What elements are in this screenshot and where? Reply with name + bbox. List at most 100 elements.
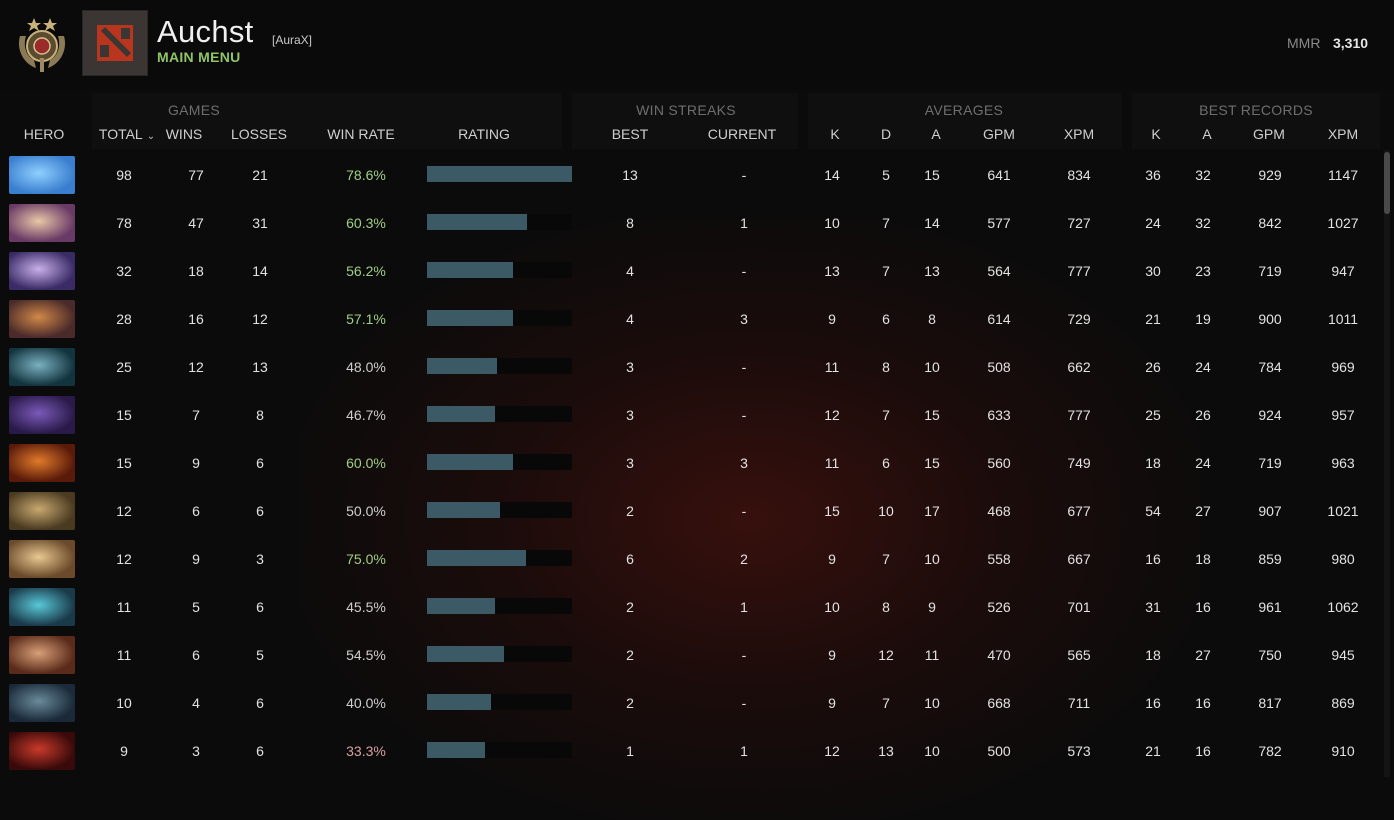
column-header-avg-kills[interactable]: K xyxy=(830,126,840,142)
cell-current-streak: 1 xyxy=(740,743,748,759)
dota-avatar-icon[interactable] xyxy=(82,10,148,76)
table-row[interactable]: 11 5 6 45.5% 2 1 10 8 9 526 701 31 16 961 1062 xyxy=(0,583,1380,631)
column-header-best-gpm[interactable]: GPM xyxy=(1253,126,1285,142)
cell-best-assists: 24 xyxy=(1195,455,1211,471)
scrollbar-track[interactable] xyxy=(1384,150,1390,777)
cell-avg-xpm: 711 xyxy=(1067,695,1091,711)
table-row[interactable]: 32 18 14 56.2% 4 - 13 7 13 564 777 30 23 719 947 xyxy=(0,247,1380,295)
cell-current-streak: 3 xyxy=(740,455,748,471)
rating-bar-track xyxy=(427,598,572,614)
cell-current-streak: - xyxy=(741,167,747,183)
fire-hero-portrait-icon[interactable] xyxy=(9,444,75,482)
table-row[interactable]: 78 47 31 60.3% 8 1 10 7 14 577 727 24 32 842 1027 xyxy=(0,199,1380,247)
crimson-hero-portrait-icon[interactable] xyxy=(9,732,75,770)
column-header-losses[interactable]: LOSSES xyxy=(230,126,288,142)
cell-best-assists: 32 xyxy=(1195,215,1211,231)
cell-best-gpm: 782 xyxy=(1258,743,1282,759)
table-row[interactable]: 10 4 6 40.0% 2 - 9 7 10 668 711 16 16 817 869 xyxy=(0,679,1380,727)
column-header-best-assists[interactable]: A xyxy=(1202,126,1212,142)
cell-best-xpm: 1027 xyxy=(1327,215,1359,231)
cell-best-streak: 1 xyxy=(626,743,634,759)
table-row[interactable]: 12 9 3 75.0% 6 2 9 7 10 558 667 16 18 859 980 xyxy=(0,535,1380,583)
amber-hero-portrait-icon[interactable] xyxy=(9,540,75,578)
cell-best-xpm: 980 xyxy=(1331,551,1355,567)
column-header-current-streak[interactable]: CURRENT xyxy=(707,126,777,142)
cell-wins: 5 xyxy=(192,599,200,615)
table-row[interactable]: 11 6 5 54.5% 2 - 9 12 11 470 565 18 27 750 945 xyxy=(0,631,1380,679)
averages-group-label: AVERAGES xyxy=(924,102,1004,118)
cell-avg-deaths: 7 xyxy=(882,263,890,279)
column-header-wins[interactable]: WINS xyxy=(165,126,203,142)
cell-losses: 6 xyxy=(256,455,264,471)
column-header-total-label: TOTAL xyxy=(98,126,143,142)
cell-win-rate: 75.0% xyxy=(346,551,386,567)
table-row[interactable]: 12 6 6 50.0% 2 - 15 10 17 468 677 54 27 907 1021 xyxy=(0,487,1380,535)
rating-bar-track xyxy=(427,646,572,662)
cell-avg-gpm: 470 xyxy=(987,647,1011,663)
column-header-rating[interactable]: RATING xyxy=(458,126,510,142)
cell-win-rate: 50.0% xyxy=(346,503,386,519)
violet-hero-portrait-icon[interactable] xyxy=(9,396,75,434)
cell-win-rate: 57.1% xyxy=(346,311,386,327)
cell-avg-gpm: 564 xyxy=(987,263,1011,279)
scrollbar-thumb[interactable] xyxy=(1384,152,1390,214)
cell-avg-kills: 13 xyxy=(824,263,840,279)
column-header-avg-xpm[interactable]: XPM xyxy=(1063,126,1095,142)
column-header-total[interactable]: TOTAL ⌄ xyxy=(92,126,162,142)
cell-best-gpm: 961 xyxy=(1258,599,1282,615)
brute-hero-portrait-icon[interactable] xyxy=(9,636,75,674)
cell-best-streak: 3 xyxy=(626,359,634,375)
cell-total: 15 xyxy=(116,455,132,471)
column-header-hero[interactable]: HERO xyxy=(23,126,65,142)
tan-hero-portrait-icon[interactable] xyxy=(9,492,75,530)
rating-bar-track xyxy=(427,502,572,518)
cell-losses: 31 xyxy=(252,215,268,231)
table-row[interactable]: 98 77 21 78.6% 13 - 14 5 15 641 834 36 32 929 1147 xyxy=(0,151,1380,199)
cell-avg-kills: 10 xyxy=(824,599,840,615)
cell-wins: 12 xyxy=(188,359,204,375)
cell-avg-xpm: 834 xyxy=(1067,167,1091,183)
cell-wins: 18 xyxy=(188,263,204,279)
cell-avg-gpm: 633 xyxy=(987,407,1011,423)
cell-avg-gpm: 500 xyxy=(987,743,1011,759)
orange-hero-portrait-icon[interactable] xyxy=(9,300,75,338)
rating-bar-fill xyxy=(427,646,504,662)
column-header-avg-gpm[interactable]: GPM xyxy=(983,126,1015,142)
cell-best-gpm: 719 xyxy=(1258,263,1282,279)
table-row[interactable]: 28 16 12 57.1% 4 3 9 6 8 614 729 21 19 900 1011 xyxy=(0,295,1380,343)
shadow-hero-portrait-icon[interactable] xyxy=(9,684,75,722)
cell-best-xpm: 963 xyxy=(1331,455,1355,471)
cell-win-rate: 60.0% xyxy=(346,455,386,471)
table-row[interactable]: 15 9 6 60.0% 3 3 11 6 15 560 749 18 24 719 963 xyxy=(0,439,1380,487)
teal-hero-portrait-icon[interactable] xyxy=(9,348,75,386)
cell-avg-deaths: 10 xyxy=(878,503,894,519)
rating-bar-track xyxy=(427,742,572,758)
column-header-best-xpm[interactable]: XPM xyxy=(1327,126,1359,142)
table-row[interactable]: 25 12 13 48.0% 3 - 11 8 10 508 662 26 24 784 969 xyxy=(0,343,1380,391)
column-header-avg-deaths[interactable]: D xyxy=(880,126,892,142)
cell-best-assists: 27 xyxy=(1195,647,1211,663)
main-menu-link[interactable]: MAIN MENU xyxy=(157,49,241,65)
column-header-best-streak[interactable]: BEST xyxy=(611,126,649,142)
cell-avg-assists: 9 xyxy=(928,599,936,615)
blue-hero-portrait-icon[interactable] xyxy=(9,156,75,194)
cell-best-xpm: 1021 xyxy=(1327,503,1359,519)
cell-avg-gpm: 526 xyxy=(987,599,1011,615)
sort-chevron-down-icon: ⌄ xyxy=(146,131,156,142)
cell-avg-assists: 8 xyxy=(928,311,936,327)
cell-best-xpm: 1062 xyxy=(1327,599,1359,615)
table-row[interactable]: 15 7 8 46.7% 3 - 12 7 15 633 777 25 26 924 957 xyxy=(0,391,1380,439)
cell-avg-gpm: 558 xyxy=(987,551,1011,567)
table-row[interactable]: 9 3 6 33.3% 1 1 12 13 10 500 573 21 16 782 910 xyxy=(0,727,1380,775)
cell-best-assists: 19 xyxy=(1195,311,1211,327)
purple-hero-portrait-icon[interactable] xyxy=(9,252,75,290)
cell-current-streak: 1 xyxy=(740,599,748,615)
win-streaks-group-label: WIN STREAKS xyxy=(636,102,736,118)
cell-best-kills: 31 xyxy=(1145,599,1161,615)
column-header-avg-assists[interactable]: A xyxy=(931,126,941,142)
pale-hero-portrait-icon[interactable] xyxy=(9,204,75,242)
cyan-hero-portrait-icon[interactable] xyxy=(9,588,75,626)
column-header-best-kills[interactable]: K xyxy=(1151,126,1161,142)
column-header-win-rate[interactable]: WIN RATE xyxy=(327,126,395,142)
cell-avg-assists: 11 xyxy=(924,647,940,663)
